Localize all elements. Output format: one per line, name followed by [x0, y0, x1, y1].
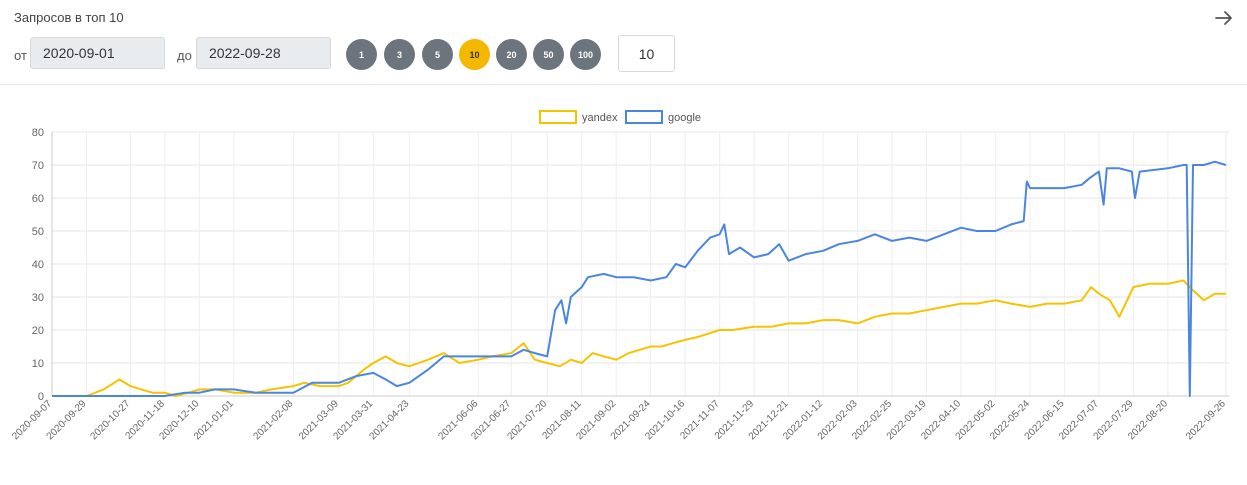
date-from-label: от: [14, 48, 27, 63]
x-tick-label: 2021-02-08: [252, 398, 296, 442]
date-to-input[interactable]: [196, 37, 331, 69]
y-tick-label: 80: [32, 127, 44, 139]
y-tick-label: 60: [32, 193, 44, 205]
legend-swatch-google: [625, 110, 663, 124]
y-tick-label: 50: [32, 226, 44, 238]
page-title: Запросов в топ 10: [14, 10, 124, 25]
date-to-label: до: [177, 48, 192, 63]
x-tick-label: 2022-09-26: [1184, 398, 1228, 442]
arrow-right-icon[interactable]: [1212, 6, 1236, 30]
x-tick-label: 2021-04-23: [368, 398, 412, 442]
top-50-button[interactable]: 50: [533, 39, 564, 70]
top-10-button[interactable]: 10: [459, 39, 490, 70]
legend-swatch-yandex: [539, 110, 577, 124]
top-20-button[interactable]: 20: [496, 39, 527, 70]
top-100-button[interactable]: 100: [570, 39, 601, 70]
top-count-input[interactable]: [618, 35, 675, 72]
legend-label-yandex: yandex: [582, 112, 618, 124]
legend-label-google: google: [668, 112, 701, 124]
header-divider: [0, 84, 1247, 85]
y-tick-label: 70: [32, 160, 44, 172]
y-tick-label: 30: [32, 292, 44, 304]
y-tick-label: 0: [38, 391, 44, 403]
y-tick-label: 40: [32, 259, 44, 271]
series-line-google: [52, 160, 1227, 397]
series-line-yandex: [52, 279, 1226, 397]
date-from-input[interactable]: [30, 37, 165, 69]
top-5-button[interactable]: 5: [422, 39, 453, 70]
y-tick-label: 20: [32, 325, 44, 337]
top-1-button[interactable]: 1: [346, 39, 377, 70]
top-3-button[interactable]: 3: [384, 39, 415, 70]
y-tick-label: 10: [32, 358, 44, 370]
